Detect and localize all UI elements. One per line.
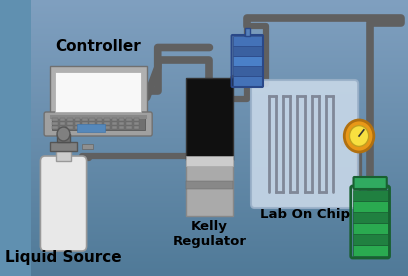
- Bar: [104, 118, 110, 121]
- FancyBboxPatch shape: [251, 80, 358, 208]
- Bar: [126, 126, 132, 129]
- Bar: [353, 201, 388, 212]
- Bar: [82, 144, 93, 149]
- Bar: [75, 122, 80, 125]
- Bar: [75, 118, 80, 121]
- FancyBboxPatch shape: [40, 156, 86, 251]
- Bar: [119, 118, 124, 121]
- Bar: [186, 156, 233, 166]
- Bar: [233, 46, 262, 56]
- Bar: [111, 122, 117, 125]
- Bar: [111, 126, 117, 129]
- Bar: [97, 118, 102, 121]
- Bar: [119, 126, 124, 129]
- Bar: [353, 190, 388, 201]
- FancyBboxPatch shape: [353, 177, 387, 189]
- Bar: [89, 118, 95, 121]
- Bar: [126, 118, 132, 121]
- Bar: [53, 122, 58, 125]
- Circle shape: [349, 126, 369, 146]
- Bar: [119, 122, 124, 125]
- Text: Controller: Controller: [55, 39, 141, 54]
- Bar: [82, 122, 88, 125]
- Bar: [50, 142, 78, 151]
- Bar: [233, 66, 262, 76]
- Text: Lab On Chip: Lab On Chip: [259, 208, 350, 221]
- Bar: [60, 118, 65, 121]
- Bar: [60, 122, 65, 125]
- Bar: [50, 66, 146, 118]
- Bar: [97, 122, 102, 125]
- Bar: [134, 122, 139, 125]
- Bar: [67, 122, 73, 125]
- Bar: [82, 126, 88, 129]
- Bar: [60, 126, 65, 129]
- Bar: [134, 118, 139, 121]
- Bar: [75, 126, 80, 129]
- Bar: [353, 245, 388, 256]
- Bar: [104, 122, 110, 125]
- Bar: [186, 160, 233, 216]
- Bar: [67, 118, 73, 121]
- Bar: [50, 115, 146, 119]
- Circle shape: [57, 127, 70, 141]
- Bar: [51, 118, 145, 130]
- Bar: [97, 126, 102, 129]
- Bar: [126, 122, 132, 125]
- Bar: [233, 36, 262, 46]
- Text: Kelly
Regulator: Kelly Regulator: [173, 220, 246, 248]
- Bar: [104, 126, 110, 129]
- Bar: [55, 72, 141, 112]
- Bar: [57, 134, 70, 142]
- Bar: [353, 234, 388, 245]
- FancyBboxPatch shape: [44, 112, 152, 136]
- Bar: [89, 122, 95, 125]
- Circle shape: [344, 120, 374, 152]
- Bar: [111, 118, 117, 121]
- Text: Liquid Source: Liquid Source: [5, 250, 122, 265]
- Bar: [82, 118, 88, 121]
- Bar: [353, 223, 388, 234]
- Bar: [134, 126, 139, 129]
- Bar: [244, 28, 250, 36]
- Bar: [67, 126, 73, 129]
- Bar: [53, 126, 58, 129]
- Bar: [233, 76, 262, 86]
- Bar: [186, 181, 233, 189]
- Bar: [186, 78, 233, 160]
- Bar: [233, 56, 262, 66]
- Bar: [78, 124, 105, 132]
- Bar: [53, 118, 58, 121]
- Bar: [89, 126, 95, 129]
- Bar: [353, 212, 388, 223]
- Bar: [56, 151, 71, 161]
